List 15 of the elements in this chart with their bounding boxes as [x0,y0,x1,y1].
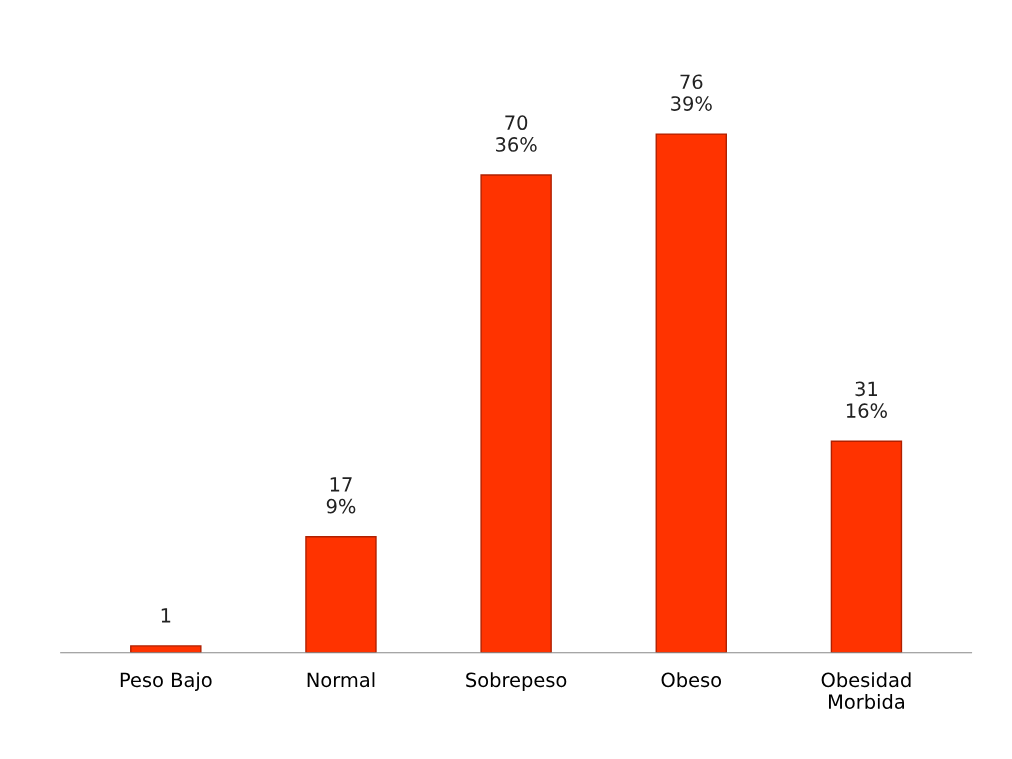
x-tick-label: Normal [307,672,375,688]
bar [655,133,727,653]
data-label: 70 36% [495,115,537,152]
bar [830,440,903,653]
data-label: 17 9% [326,477,356,514]
x-tick-label: Sobrepeso [466,672,567,691]
data-label: 31 16% [846,381,887,418]
data-label: 76 39% [671,74,712,111]
x-tick-label: Obeso [661,672,722,688]
data-label: 1 [161,608,171,623]
x-tick-label: Peso Bajo [120,672,212,691]
bar [480,174,552,653]
x-tick-label: Obesidad Morbida [821,672,911,710]
bar [130,645,202,653]
bar [305,536,377,653]
